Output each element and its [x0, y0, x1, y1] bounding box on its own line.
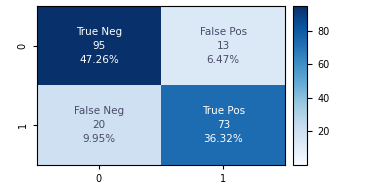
Text: False Neg
20
9.95%: False Neg 20 9.95% [74, 106, 124, 144]
Text: True Pos
73
36.32%: True Pos 73 36.32% [202, 106, 245, 144]
Text: True Neg
95
47.26%: True Neg 95 47.26% [76, 27, 122, 65]
Text: False Pos
13
6.47%: False Pos 13 6.47% [200, 27, 247, 65]
